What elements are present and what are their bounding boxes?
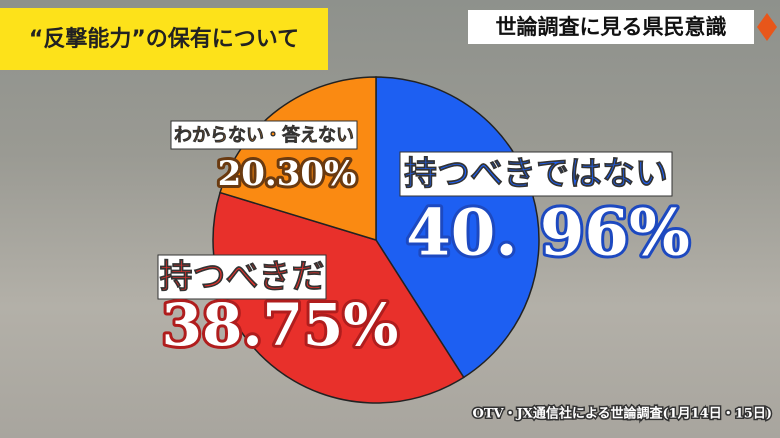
category-label-box: [399, 151, 673, 197]
title-box: [0, 8, 328, 70]
logo-icon: [757, 13, 777, 41]
chart-title: “反撃能力”の保有について: [29, 26, 299, 52]
value-label: 38.75%: [162, 291, 399, 359]
source-note: OTV・JX通信社による世論調査(1月14日・15日): [473, 406, 772, 422]
category-label-box: [170, 120, 358, 150]
subtitle: 世論調査に見る県民意識: [496, 15, 727, 39]
value-label: 40. 96%: [406, 196, 690, 271]
pie-slice: [219, 76, 377, 242]
subtitle-box: [468, 10, 754, 44]
category-label: 持つべきだ: [160, 257, 325, 296]
value-label: 20.30%: [218, 154, 357, 194]
category-label: 持つべきではない: [404, 154, 668, 193]
category-label-box: [157, 254, 327, 300]
pie-slice: [212, 191, 465, 404]
category-label: わからない・答えない: [174, 124, 354, 146]
